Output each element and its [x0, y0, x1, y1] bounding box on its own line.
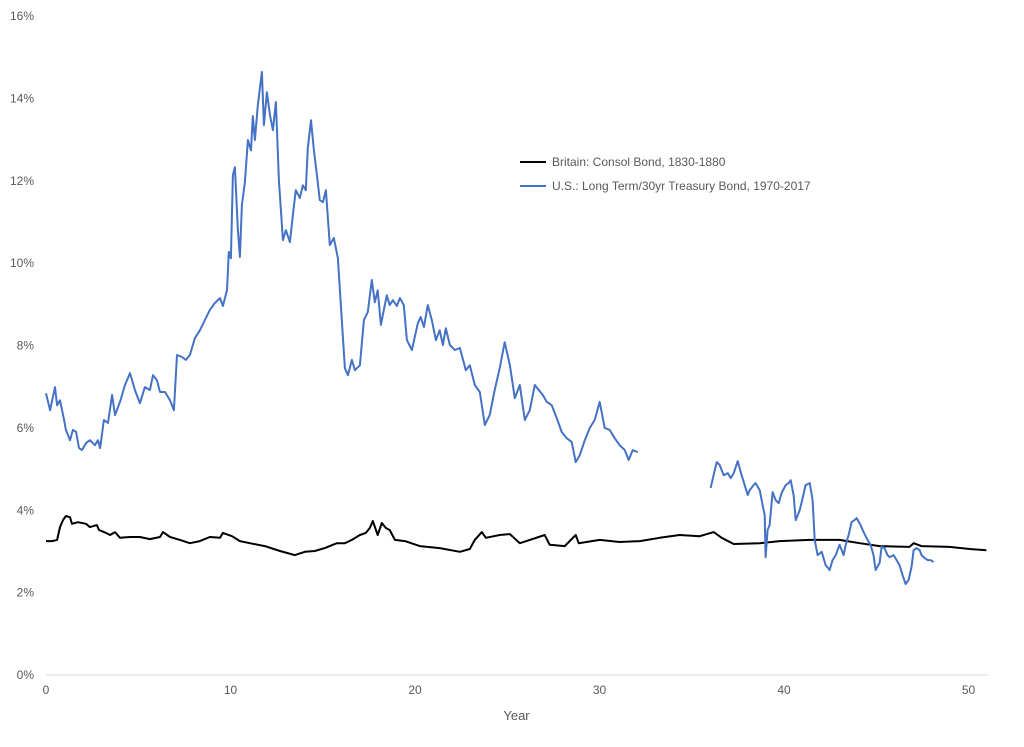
x-tick-label: 30	[593, 683, 607, 697]
legend: Britain: Consol Bond, 1830-1880 U.S.: Lon…	[520, 155, 811, 193]
x-axis-ticks: 0 10 20 30 40 50	[43, 683, 976, 697]
y-tick-label: 10%	[10, 256, 34, 270]
series-group	[45, 71, 987, 585]
y-tick-label: 14%	[10, 91, 34, 105]
y-tick-label: 4%	[17, 503, 35, 517]
x-tick-label: 10	[224, 683, 238, 697]
x-axis-label: Year	[503, 708, 530, 723]
y-tick-label: 12%	[10, 174, 34, 188]
y-tick-label: 6%	[17, 421, 35, 435]
y-tick-label: 16%	[10, 9, 34, 23]
series-line-us-treasury	[45, 71, 935, 585]
y-tick-label: 8%	[17, 339, 35, 353]
y-tick-label: 2%	[17, 586, 35, 600]
x-tick-label: 50	[962, 683, 976, 697]
legend-label: U.S.: Long Term/30yr Treasury Bond, 1970…	[552, 179, 811, 193]
x-tick-label: 40	[777, 683, 791, 697]
y-axis-ticks: 0% 2% 4% 6% 8% 10% 12% 14% 16%	[10, 9, 34, 682]
y-tick-label: 0%	[17, 668, 35, 682]
series-line-britain-consol	[46, 515, 987, 557]
x-tick-label: 20	[408, 683, 422, 697]
x-tick-label: 0	[43, 683, 50, 697]
legend-label: Britain: Consol Bond, 1830-1880	[552, 155, 726, 169]
